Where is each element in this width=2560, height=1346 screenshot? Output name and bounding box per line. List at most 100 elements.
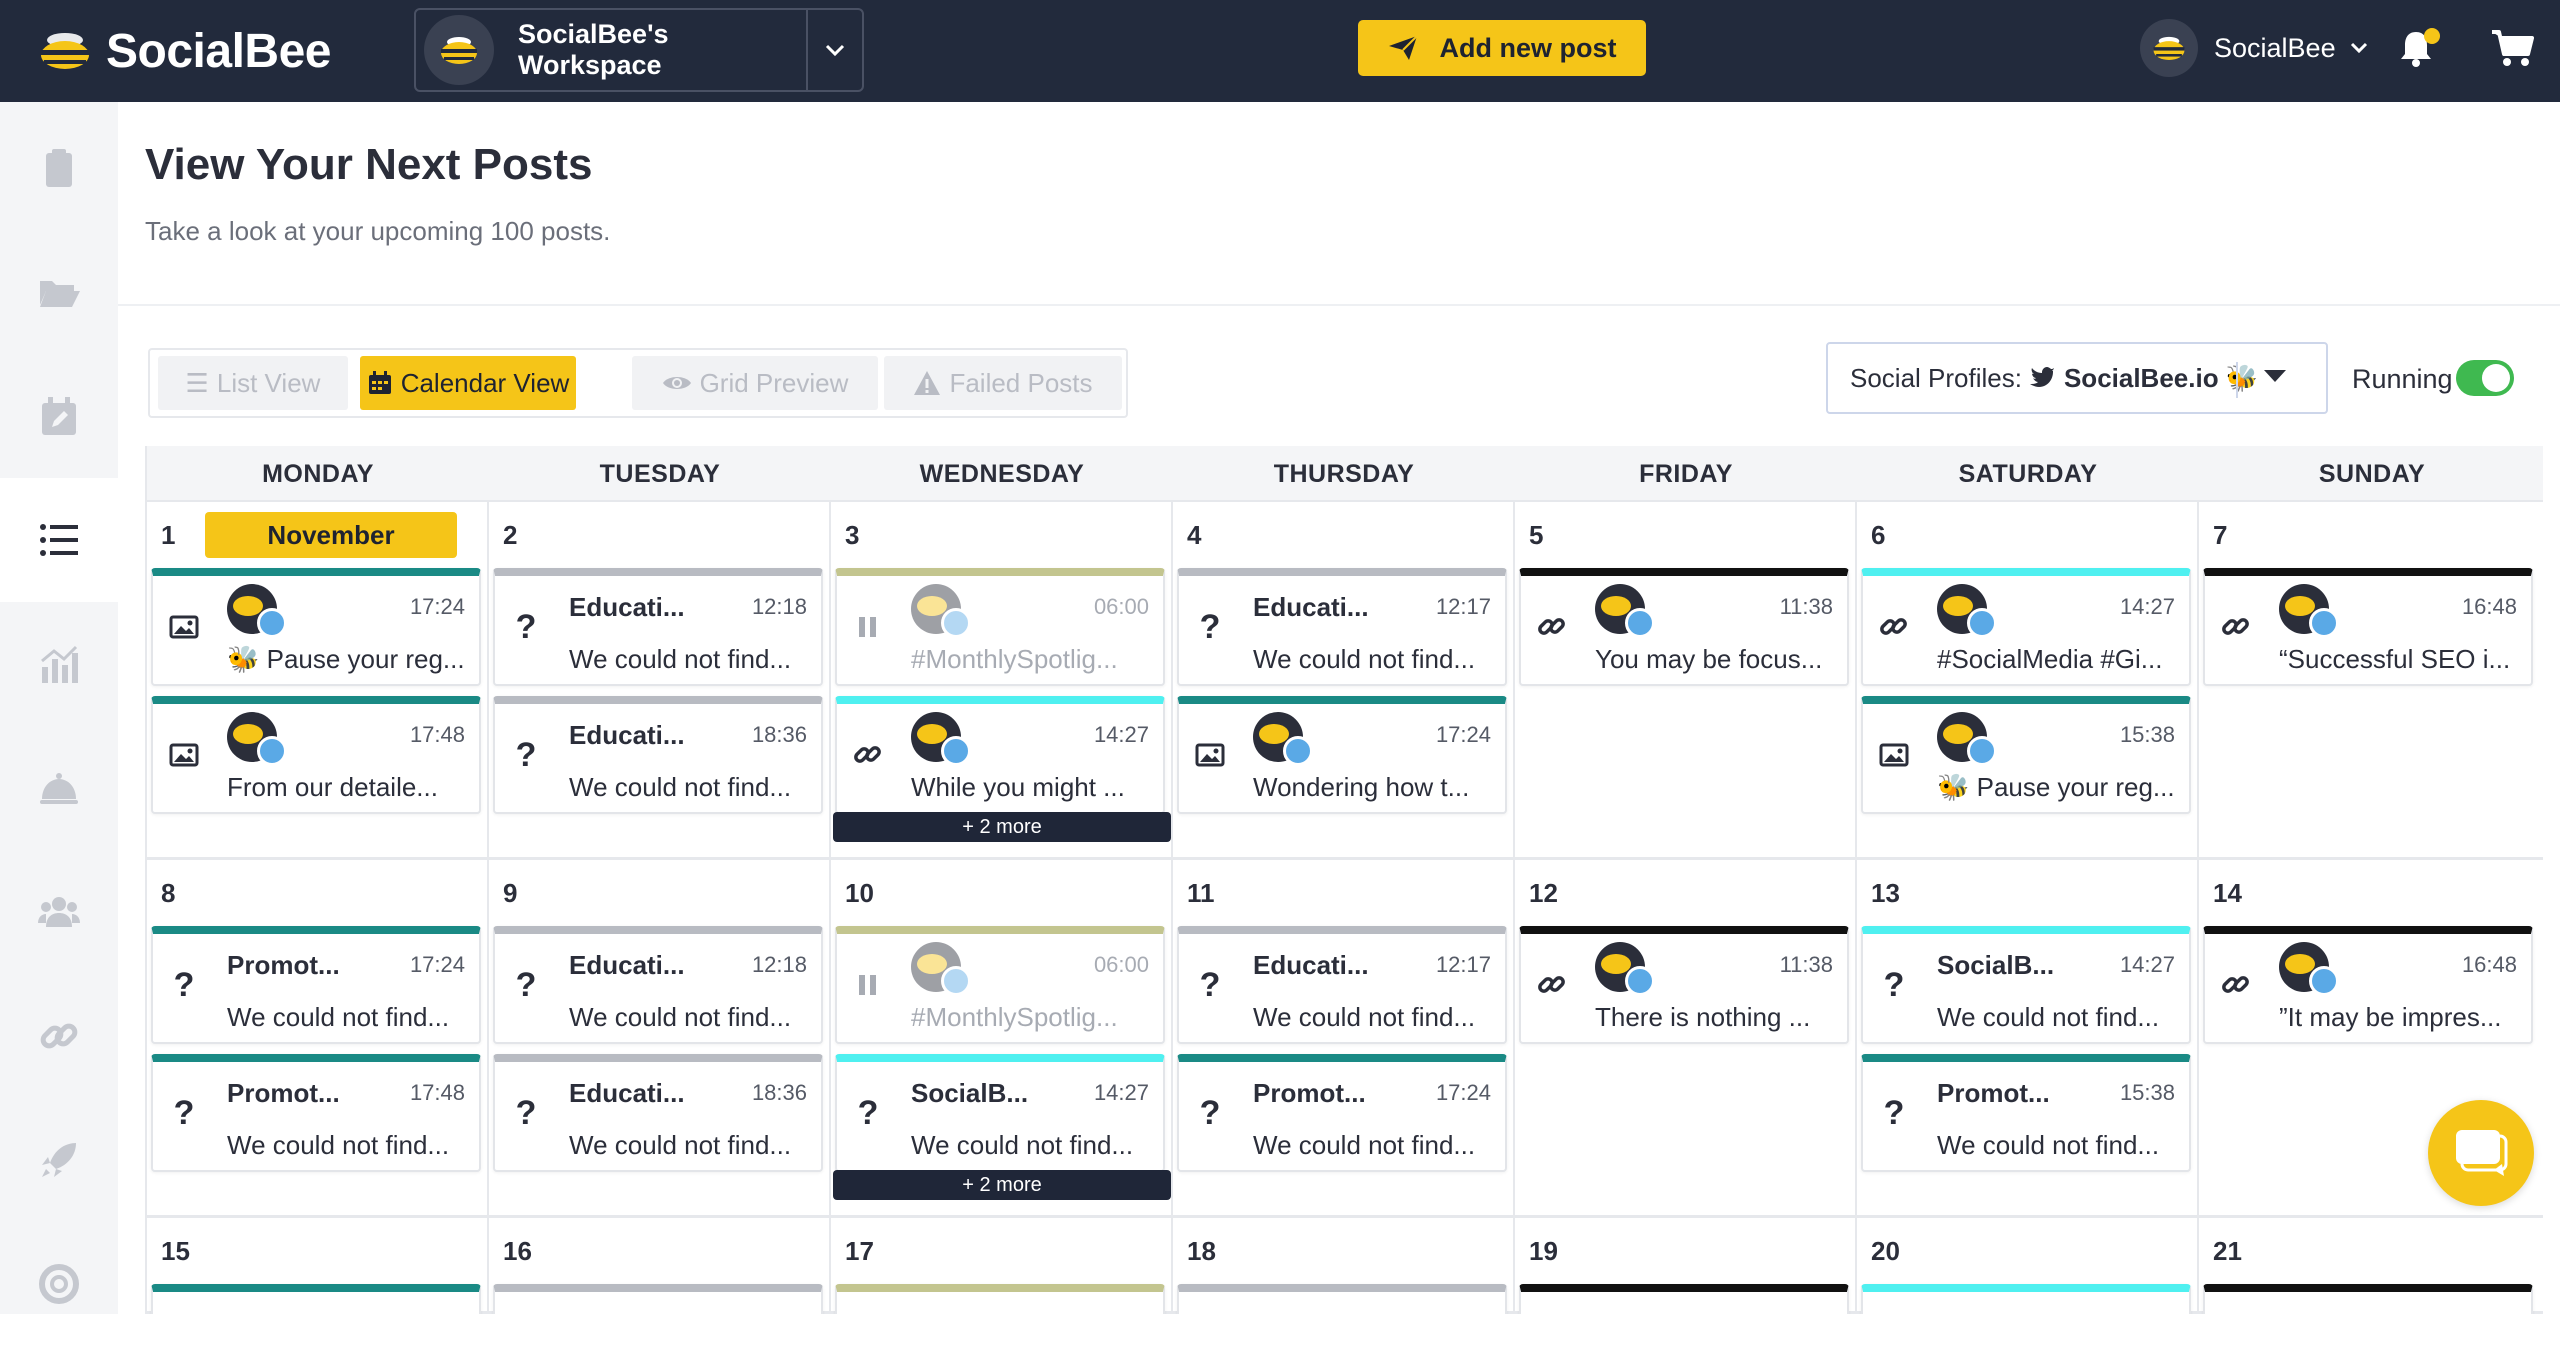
sidebar-item-links[interactable] — [0, 974, 118, 1098]
calendar-day[interactable]: 5 11:38 You may be focus... — [1515, 502, 1857, 860]
calendar-day[interactable]: 2 ? Educati... 12:18 We could not find...? Ed… — [489, 502, 831, 860]
sidebar-item-growth[interactable] — [0, 1098, 118, 1222]
calendar-day[interactable]: 7 16:48 “Successful SEO i... — [2199, 502, 2543, 860]
day-number: 21 — [2213, 1236, 2242, 1266]
logo[interactable]: SocialBee — [36, 22, 331, 80]
user-menu[interactable]: SocialBee — [2140, 19, 2368, 77]
post-card[interactable]: 14:27 #SocialMedia #Gi... — [1861, 568, 2191, 686]
sidebar-item-posts[interactable] — [0, 478, 118, 602]
tab-list-view[interactable]: ☰ List View — [158, 356, 348, 410]
calendar-day[interactable]: 21 — [2199, 1218, 2543, 1314]
post-card[interactable]: ? Educati... 18:36 We could not find... — [493, 696, 823, 814]
post-card[interactable]: 16:48 “Successful SEO i... — [2203, 568, 2533, 686]
post-card[interactable]: ? Educati... 18:36 We could not find... — [493, 1054, 823, 1172]
page-subtitle: Take a look at your upcoming 100 posts. — [145, 216, 611, 246]
calendar-day[interactable]: 1 November 17:24 🐝 Pause your reg... 17:48 Fr… — [147, 502, 489, 860]
profile-avatar — [1595, 584, 1655, 638]
post-text: While you might ... — [911, 772, 1125, 802]
post-card[interactable]: ? Educati... 12:17 We could not find... — [1177, 926, 1507, 1044]
post-card[interactable] — [835, 1284, 1165, 1314]
post-card[interactable]: 15:38 🐝 Pause your reg... — [1861, 696, 2191, 814]
post-card[interactable] — [2203, 1284, 2533, 1314]
sidebar-item-categories[interactable] — [0, 230, 118, 354]
post-category: SocialB... — [1937, 950, 2055, 980]
post-card[interactable]: ? Educati... 12:18 We could not find... — [493, 568, 823, 686]
tab-failed-posts[interactable]: Failed Posts — [884, 356, 1122, 410]
post-card[interactable]: ? Promot... 17:24 We could not find... — [1177, 1054, 1507, 1172]
post-card[interactable] — [1861, 1284, 2191, 1314]
post-card[interactable]: ? SocialB... 14:27 We could not find... — [835, 1054, 1165, 1172]
calendar-day[interactable]: 15 — [147, 1218, 489, 1314]
calendar-day[interactable]: 4? Educati... 12:17 We could not find... 17:… — [1173, 502, 1515, 860]
more-posts-button[interactable]: + 2 more — [833, 812, 1171, 842]
post-time: 06:00 — [1093, 952, 1149, 977]
calendar-day[interactable]: 11? Educati... 12:17 We could not find...? P… — [1173, 860, 1515, 1218]
post-category: Promot... — [1253, 1078, 1366, 1108]
post-card[interactable] — [151, 1284, 481, 1314]
post-time: 17:24 — [1435, 722, 1491, 747]
calendar-day[interactable]: 16 — [489, 1218, 831, 1314]
calendar-day[interactable]: 12 11:38 There is nothing ... — [1515, 860, 1857, 1218]
calendar-day[interactable]: 3 06:00 #MonthlySpotlig... 14:27 While you m… — [831, 502, 1173, 860]
post-card[interactable]: ? Promot... 17:24 We could not find... — [151, 926, 481, 1044]
calendar-day[interactable]: 9? Educati... 12:18 We could not find...? Ed… — [489, 860, 831, 1218]
workspace-dropdown-button[interactable] — [806, 10, 862, 90]
day-number: 2 — [503, 520, 518, 550]
tab-grid-preview[interactable]: Grid Preview — [632, 356, 878, 410]
calendar-day[interactable]: 14 16:48 ”It may be impres... — [2199, 860, 2543, 1218]
more-posts-button[interactable]: + 2 more — [833, 1170, 1171, 1200]
cart-icon[interactable] — [2490, 28, 2534, 68]
social-profiles-select[interactable]: Social Profiles: SocialBee.io 🐝 — [1826, 342, 2328, 414]
post-card[interactable] — [493, 1284, 823, 1314]
sidebar-item-analytics[interactable] — [0, 602, 118, 726]
post-card[interactable]: 17:24 🐝 Pause your reg... — [151, 568, 481, 686]
calendar-edit-icon — [42, 397, 76, 435]
calendar-day[interactable]: 19 — [1515, 1218, 1857, 1314]
post-text: We could not find... — [569, 1002, 792, 1032]
post-card[interactable]: ? Educati... 12:17 We could not find... — [1177, 568, 1507, 686]
bell-icon[interactable] — [2398, 28, 2434, 68]
post-card[interactable]: 11:38 There is nothing ... — [1519, 926, 1849, 1044]
post-time: 11:38 — [1779, 594, 1833, 619]
sidebar-item-team[interactable] — [0, 850, 118, 974]
calendar-day[interactable]: 17 — [831, 1218, 1173, 1314]
post-card[interactable] — [1177, 1284, 1507, 1314]
post-time: 14:27 — [1093, 722, 1149, 747]
post-card[interactable]: 06:00 #MonthlySpotlig... — [835, 568, 1165, 686]
sidebar-item-concierge[interactable] — [0, 726, 118, 850]
link-icon — [851, 738, 885, 772]
post-card[interactable] — [1519, 1284, 1849, 1314]
twitter-badge-icon — [2309, 608, 2339, 638]
post-card[interactable]: 16:48 ”It may be impres... — [2203, 926, 2533, 1044]
post-card[interactable]: 06:00 #MonthlySpotlig... — [835, 926, 1165, 1044]
help-ring-icon — [39, 1264, 79, 1304]
calendar-day[interactable]: 10 06:00 #MonthlySpotlig...? SocialB... 14:2… — [831, 860, 1173, 1218]
add-new-post-button[interactable]: Add new post — [1358, 20, 1646, 76]
post-card[interactable]: 17:24 Wondering how t... — [1177, 696, 1507, 814]
workspace-selector[interactable]: SocialBee's Workspace — [414, 8, 864, 92]
sidebar-item-schedule[interactable] — [0, 354, 118, 478]
chevron-down-icon — [2350, 42, 2367, 54]
tab-calendar-view[interactable]: Calendar View — [360, 356, 576, 410]
day-number: 3 — [845, 520, 860, 550]
post-card[interactable]: ? Promot... 17:48 We could not find... — [151, 1054, 481, 1172]
calendar-day[interactable]: 20 — [1857, 1218, 2199, 1314]
sidebar-item-content[interactable] — [0, 106, 118, 230]
twitter-badge-icon — [1967, 608, 1997, 638]
post-card[interactable]: ? Promot... 15:38 We could not find... — [1861, 1054, 2191, 1172]
post-card[interactable]: 17:48 From our detaile... — [151, 696, 481, 814]
post-card[interactable]: 14:27 While you might ... — [835, 696, 1165, 814]
running-toggle[interactable] — [2456, 360, 2514, 396]
calendar-day[interactable]: 13? SocialB... 14:27 We could not find...? P… — [1857, 860, 2199, 1218]
post-text: We could not find... — [227, 1002, 450, 1032]
calendar-day[interactable]: 8? Promot... 17:24 We could not find...? Pro… — [147, 860, 489, 1218]
post-card[interactable]: 11:38 You may be focus... — [1519, 568, 1849, 686]
chat-widget-button[interactable] — [2428, 1100, 2534, 1206]
calendar-day[interactable]: 6 14:27 #SocialMedia #Gi... 15:38 🐝 Pause yo… — [1857, 502, 2199, 860]
image-icon — [167, 738, 201, 772]
sidebar-item-help[interactable] — [0, 1222, 118, 1346]
post-card[interactable]: ? Educati... 12:18 We could not find... — [493, 926, 823, 1044]
post-card[interactable]: ? SocialB... 14:27 We could not find... — [1861, 926, 2191, 1044]
calendar-day[interactable]: 18 — [1173, 1218, 1515, 1314]
paper-plane-icon — [1388, 35, 1418, 60]
